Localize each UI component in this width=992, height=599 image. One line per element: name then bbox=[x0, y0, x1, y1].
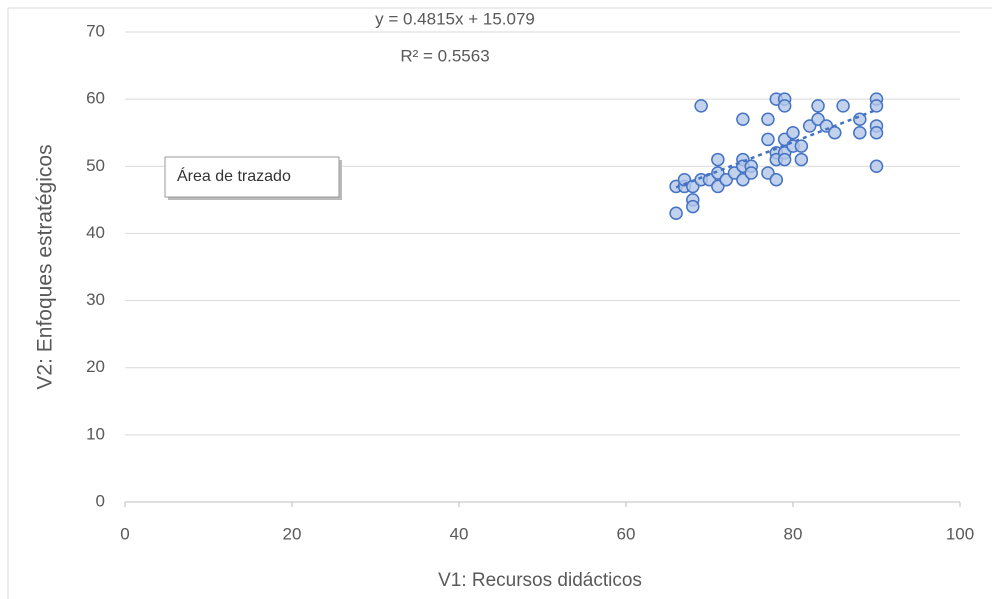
point bbox=[769, 172, 784, 187]
point bbox=[777, 152, 792, 167]
y-tick-label: 40 bbox=[86, 223, 105, 242]
point bbox=[777, 99, 792, 113]
point bbox=[869, 125, 884, 140]
tooltip-text: Área de trazado bbox=[177, 166, 291, 185]
y-axis-label: V2: Enfoques estratégicos bbox=[34, 144, 57, 389]
trendline bbox=[675, 108, 877, 189]
point bbox=[836, 99, 850, 113]
r-squared: R² = 0.5563 bbox=[400, 46, 489, 65]
point bbox=[794, 152, 809, 167]
tooltip: Área de trazado bbox=[164, 156, 342, 200]
point bbox=[744, 166, 758, 180]
point bbox=[686, 199, 700, 214]
point bbox=[669, 206, 683, 221]
point bbox=[853, 125, 867, 140]
point bbox=[736, 112, 750, 127]
y-tick-label: 0 bbox=[96, 491, 105, 510]
point bbox=[828, 125, 842, 140]
x-tick-label: 20 bbox=[283, 524, 302, 543]
y-tick-label: 10 bbox=[86, 424, 105, 443]
point bbox=[761, 132, 775, 147]
y-tick-label: 20 bbox=[86, 357, 105, 376]
y-tick-label: 50 bbox=[86, 156, 105, 175]
point bbox=[786, 125, 800, 140]
x-axis-label: V1: Recursos didácticos bbox=[438, 570, 642, 591]
x-tick-label: 80 bbox=[784, 524, 803, 543]
x-tick-label: 100 bbox=[946, 524, 974, 543]
plot-area: 0 10 20 30 40 50 60 70 0 20 40 60 80 100 bbox=[86, 21, 974, 543]
x-tick-label: 40 bbox=[450, 524, 469, 543]
trendline-equation: y = 0.4815x + 15.079 bbox=[375, 9, 535, 28]
point bbox=[869, 99, 884, 113]
point bbox=[794, 139, 809, 153]
point bbox=[811, 99, 825, 113]
y-tick-label: 30 bbox=[86, 290, 105, 309]
tooltip-box bbox=[164, 156, 340, 198]
point bbox=[761, 112, 775, 127]
x-tick-label: 60 bbox=[617, 524, 636, 543]
point bbox=[869, 159, 884, 174]
y-tick-label: 60 bbox=[86, 89, 105, 108]
y-tick-label: 70 bbox=[86, 21, 105, 40]
point bbox=[694, 99, 708, 113]
point bbox=[711, 152, 725, 167]
x-tick-label: 0 bbox=[120, 524, 129, 543]
